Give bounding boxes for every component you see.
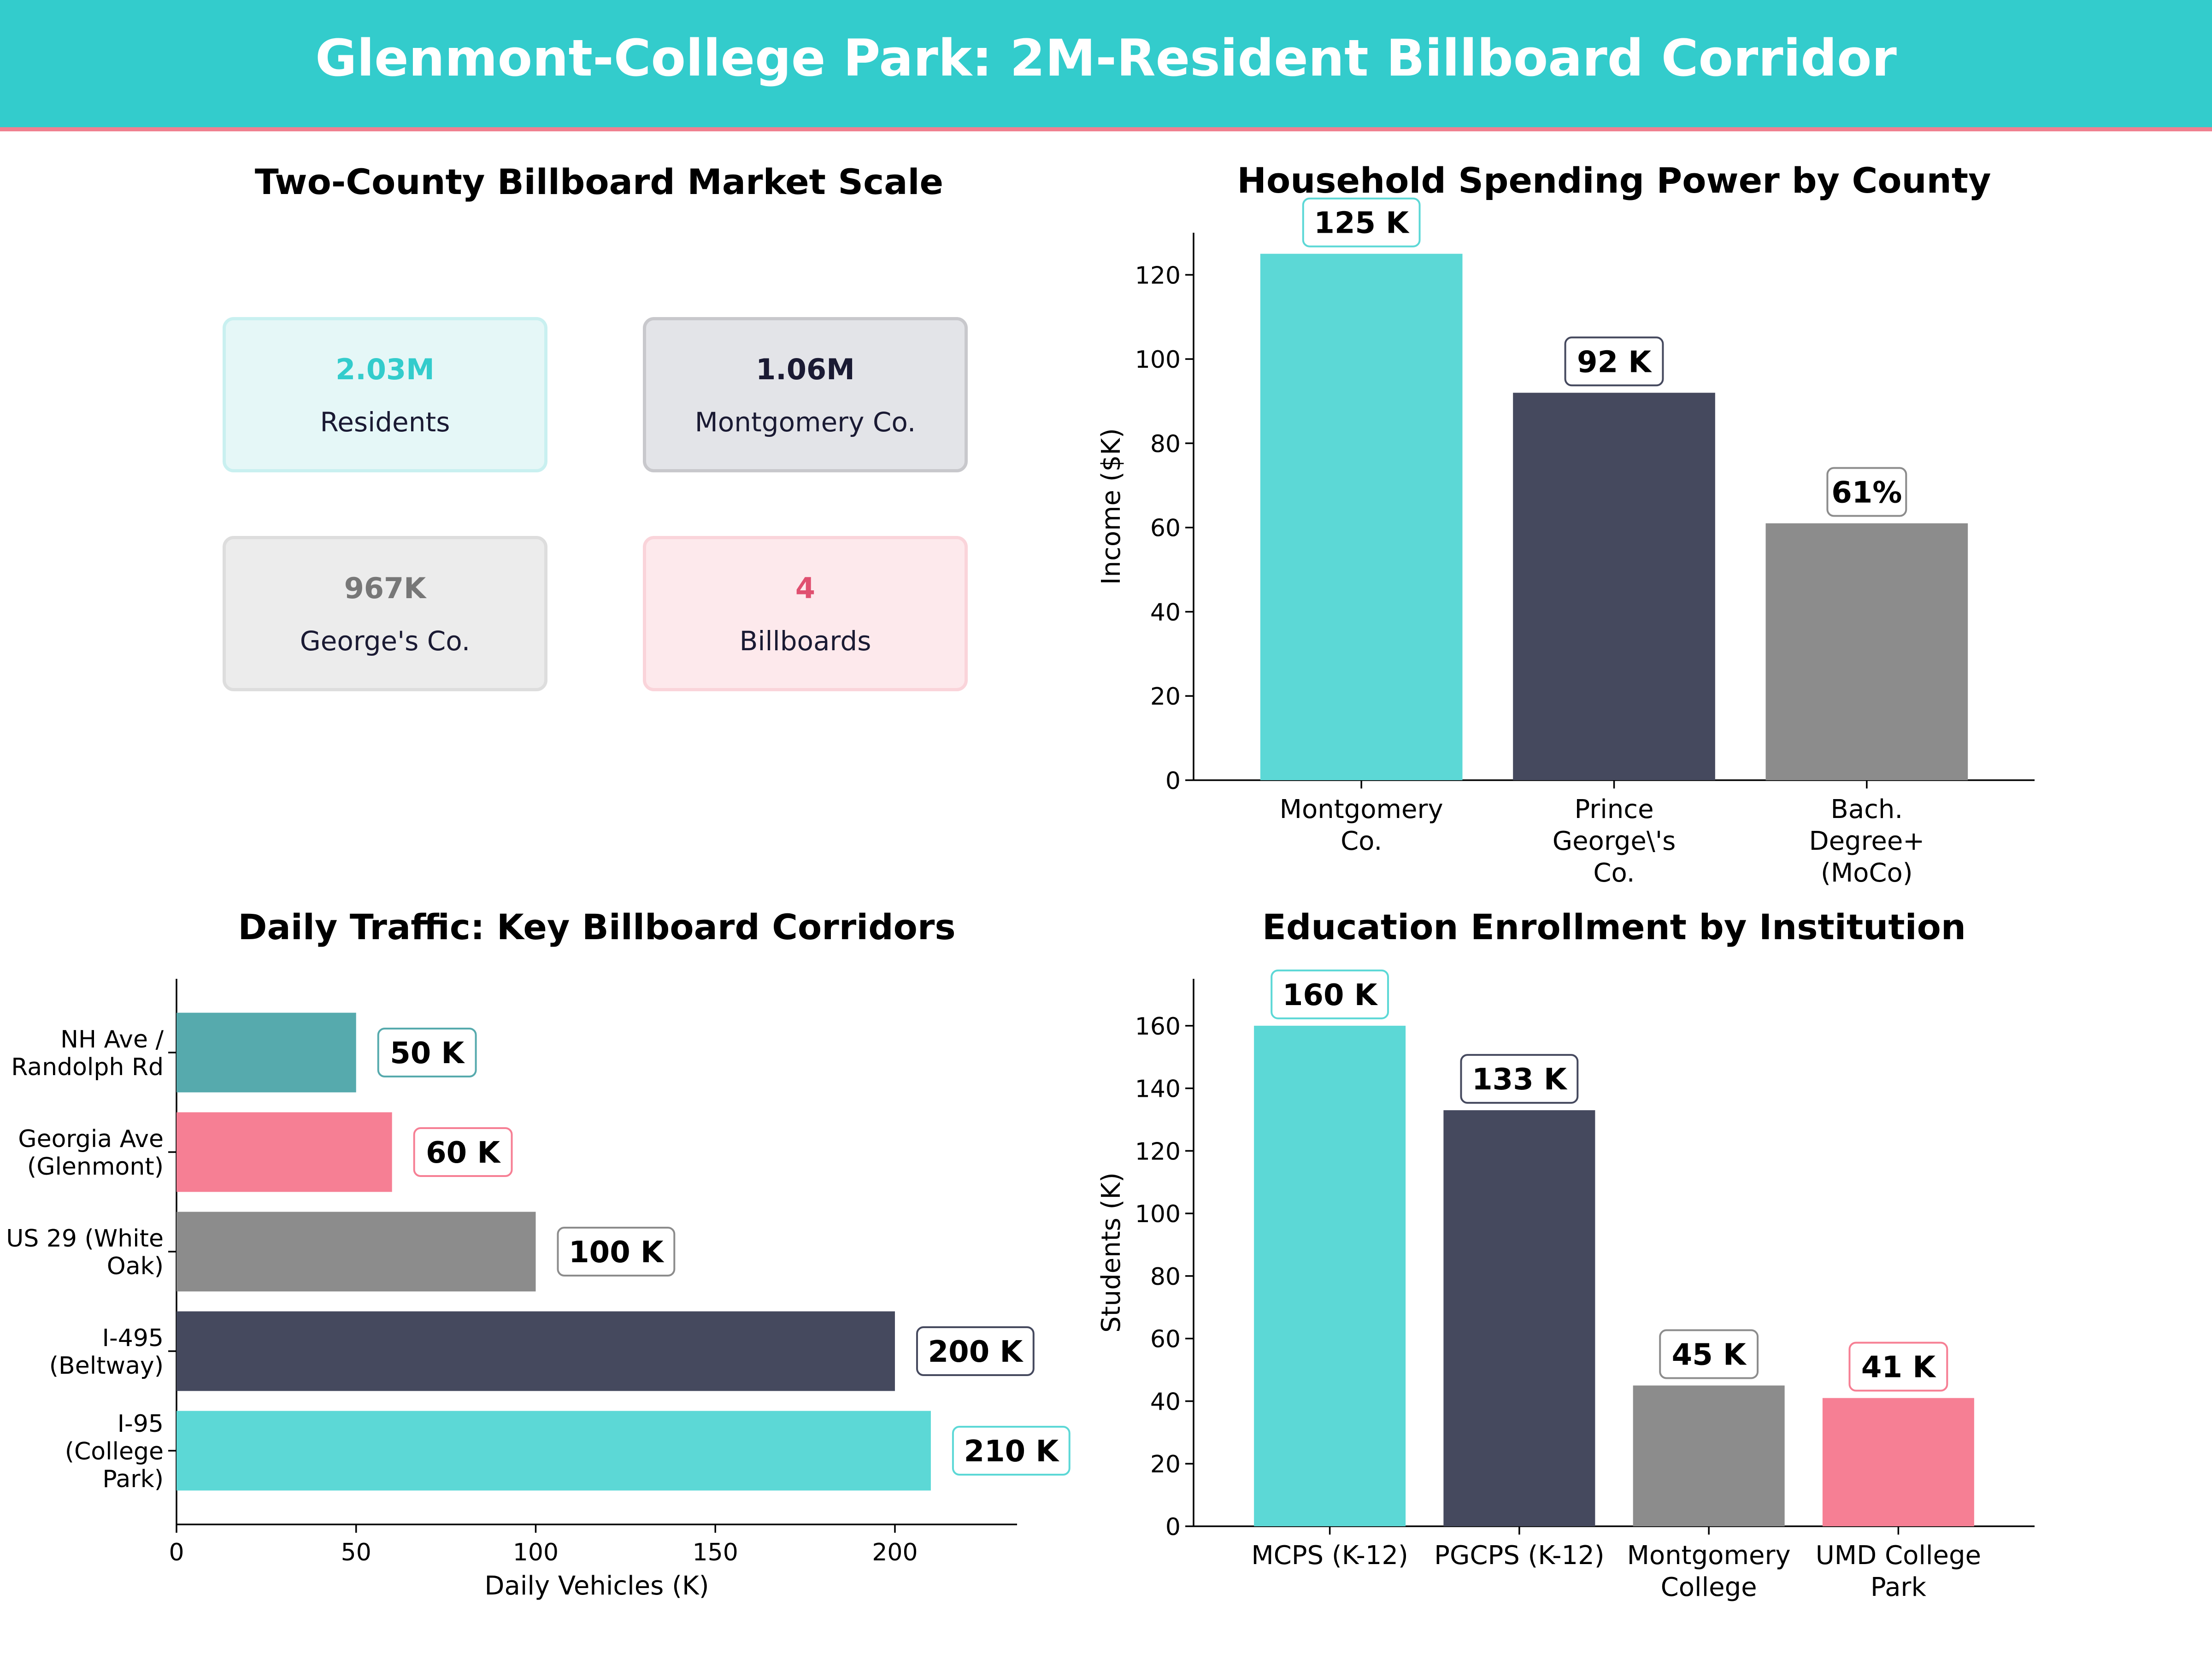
x-tick-label: 150	[693, 1539, 738, 1566]
y-tick-label: 60	[1150, 1326, 1181, 1353]
x-tick-label: 100	[513, 1539, 559, 1566]
header-banner: Glenmont-College Park: 2M-Resident Billb…	[0, 0, 2212, 131]
bar	[1633, 1385, 1785, 1526]
kpi-card-billboards: 4 Billboards	[643, 536, 968, 691]
x-tick-label: Prince George\'s Co.	[1553, 794, 1676, 888]
data-label-box	[952, 1426, 1071, 1476]
kpi-label: George's Co.	[300, 625, 471, 657]
bar	[1254, 1025, 1406, 1526]
x-tick-label: Montgomery Co.	[1280, 794, 1443, 856]
y-tick-label: 0	[1165, 1513, 1181, 1541]
y-tick-label: 120	[1135, 262, 1181, 289]
x-tick-label: MCPS (K-12)	[1251, 1541, 1408, 1571]
kpi-value: 967K	[344, 571, 426, 605]
kpi-label: Billboards	[739, 625, 871, 657]
x-tick-label: PGCPS (K-12)	[1434, 1541, 1604, 1571]
kpi-label: Residents	[320, 406, 450, 438]
data-label-box	[413, 1127, 513, 1177]
data-label: 133 K	[1472, 1063, 1568, 1097]
x-tick-label: 50	[341, 1539, 371, 1566]
y-tick-label: 40	[1150, 1388, 1181, 1416]
kpi-value: 4	[795, 571, 816, 605]
bar	[176, 1012, 356, 1093]
y-tick-label: 20	[1150, 1451, 1181, 1478]
data-label: 61%	[1831, 476, 1902, 510]
y-tick-label: Georgia Ave (Glenmont)	[18, 1125, 164, 1181]
data-label: 60 K	[426, 1136, 501, 1170]
bar	[1443, 1110, 1595, 1526]
bar	[1513, 393, 1715, 780]
y-axis-label: Students (K)	[1096, 1172, 1126, 1333]
y-tick-label: US 29 (White Oak)	[6, 1225, 164, 1280]
bar	[176, 1112, 392, 1192]
y-axis-label: Income ($K)	[1096, 428, 1126, 585]
y-tick-label: 140	[1135, 1076, 1181, 1103]
y-tick-label: 120	[1135, 1138, 1181, 1165]
data-label-box	[1564, 336, 1664, 387]
kpi-value: 1.06M	[756, 353, 855, 386]
y-tick-label: 0	[1165, 767, 1181, 795]
bar	[176, 1212, 536, 1292]
y-tick-label: 160	[1135, 1013, 1181, 1041]
y-tick-label: 60	[1150, 515, 1181, 542]
y-tick-label: 40	[1150, 599, 1181, 626]
data-label-box	[1302, 197, 1421, 247]
data-label: 160 K	[1282, 978, 1378, 1012]
data-label: 41 K	[1861, 1351, 1936, 1385]
bar	[176, 1411, 931, 1491]
kpi-panel-title: Two-County Billboard Market Scale	[254, 161, 944, 202]
data-label: 50 K	[390, 1036, 465, 1071]
data-label-box	[1659, 1329, 1759, 1379]
data-label-box	[1848, 1341, 1948, 1392]
chart-title: Household Spending Power by County	[1237, 160, 1991, 201]
y-tick-label: I-95 (College Park)	[65, 1410, 164, 1493]
data-label: 45 K	[1672, 1338, 1747, 1372]
chart-title: Education Enrollment by Institution	[1262, 906, 1966, 947]
data-label-box	[1826, 467, 1907, 517]
data-label: 92 K	[1577, 345, 1652, 379]
data-label: 100 K	[569, 1235, 665, 1270]
data-label: 210 K	[964, 1435, 1060, 1469]
kpi-card-residents: 2.03M Residents	[223, 317, 547, 472]
y-tick-label: 100	[1135, 346, 1181, 374]
kpi-card-georges: 967K George's Co.	[223, 536, 547, 691]
x-tick-label: 0	[169, 1539, 184, 1566]
x-tick-label: Montgomery College	[1627, 1541, 1791, 1602]
data-label: 200 K	[928, 1335, 1024, 1369]
kpi-value: 2.03M	[335, 353, 435, 386]
y-tick-label: 80	[1150, 1263, 1181, 1291]
data-label-box	[1460, 1054, 1579, 1104]
x-tick-label: Bach. Degree+ (MoCo)	[1809, 794, 1924, 888]
data-label-box	[377, 1028, 477, 1077]
page-title: Glenmont-College Park: 2M-Resident Billb…	[315, 29, 1897, 88]
bar	[176, 1311, 895, 1391]
y-tick-label: 20	[1150, 683, 1181, 711]
chart-title: Daily Traffic: Key Billboard Corridors	[238, 906, 955, 947]
kpi-label: Montgomery Co.	[694, 406, 916, 438]
kpi-card-montgomery: 1.06M Montgomery Co.	[643, 317, 968, 472]
y-tick-label: 80	[1150, 430, 1181, 458]
y-tick-label: NH Ave / Randolph Rd	[11, 1026, 164, 1081]
x-axis-label: Daily Vehicles (K)	[484, 1571, 709, 1601]
bar	[1765, 523, 1968, 780]
bar	[1260, 253, 1463, 780]
data-label: 125 K	[1314, 206, 1410, 241]
y-tick-label: I-495 (Beltway)	[49, 1324, 164, 1380]
data-label-box	[1271, 969, 1389, 1019]
data-label-box	[557, 1227, 676, 1277]
x-tick-label: 200	[872, 1539, 918, 1566]
x-tick-label: UMD College Park	[1816, 1541, 1981, 1602]
y-tick-label: 100	[1135, 1200, 1181, 1228]
data-label-box	[916, 1326, 1035, 1376]
bar	[1822, 1398, 1974, 1526]
